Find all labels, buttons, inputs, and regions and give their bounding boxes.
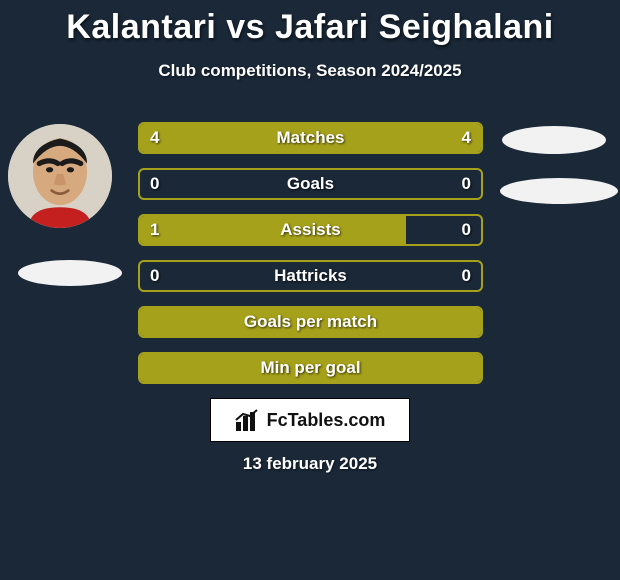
date-text: 13 february 2025 xyxy=(243,454,377,474)
player-right-placeholder-1 xyxy=(502,126,606,154)
fctables-badge[interactable]: FcTables.com xyxy=(210,398,410,442)
bar-value-right: 0 xyxy=(462,174,471,194)
bar-fill-left xyxy=(140,216,406,244)
bar-label: Hattricks xyxy=(274,266,347,286)
player-right-placeholder-2 xyxy=(500,178,618,204)
comparison-bars: 4 4 Matches 0 0 Goals 1 0 Assists 0 0 Hattricks Goal… xyxy=(138,122,483,398)
bar-value-right: 0 xyxy=(462,220,471,240)
stat-bar-hattricks: 0 0 Hattricks xyxy=(138,260,483,292)
bar-label: Assists xyxy=(280,220,340,240)
avatar-face-icon xyxy=(8,124,112,228)
badge-chart-icon xyxy=(235,408,261,432)
bar-label: Goals xyxy=(287,174,334,194)
bar-value-left: 0 xyxy=(150,266,159,286)
bar-value-left: 0 xyxy=(150,174,159,194)
stat-bar-min-per-goal: Min per goal xyxy=(138,352,483,384)
page-title: Kalantari vs Jafari Seighalani xyxy=(0,0,620,47)
badge-text: FcTables.com xyxy=(267,410,386,431)
bar-value-left: 4 xyxy=(150,128,159,148)
bar-label: Matches xyxy=(276,128,344,148)
bar-label: Min per goal xyxy=(260,358,360,378)
bar-value-right: 0 xyxy=(462,266,471,286)
bar-value-right: 4 xyxy=(462,128,471,148)
player-left-shadow xyxy=(18,260,122,286)
stat-bar-assists: 1 0 Assists xyxy=(138,214,483,246)
player-left-avatar xyxy=(8,124,112,228)
subtitle: Club competitions, Season 2024/2025 xyxy=(0,61,620,81)
bar-label: Goals per match xyxy=(244,312,377,332)
stat-bar-goals-per-match: Goals per match xyxy=(138,306,483,338)
stat-bar-matches: 4 4 Matches xyxy=(138,122,483,154)
stat-bar-goals: 0 0 Goals xyxy=(138,168,483,200)
bar-value-left: 1 xyxy=(150,220,159,240)
